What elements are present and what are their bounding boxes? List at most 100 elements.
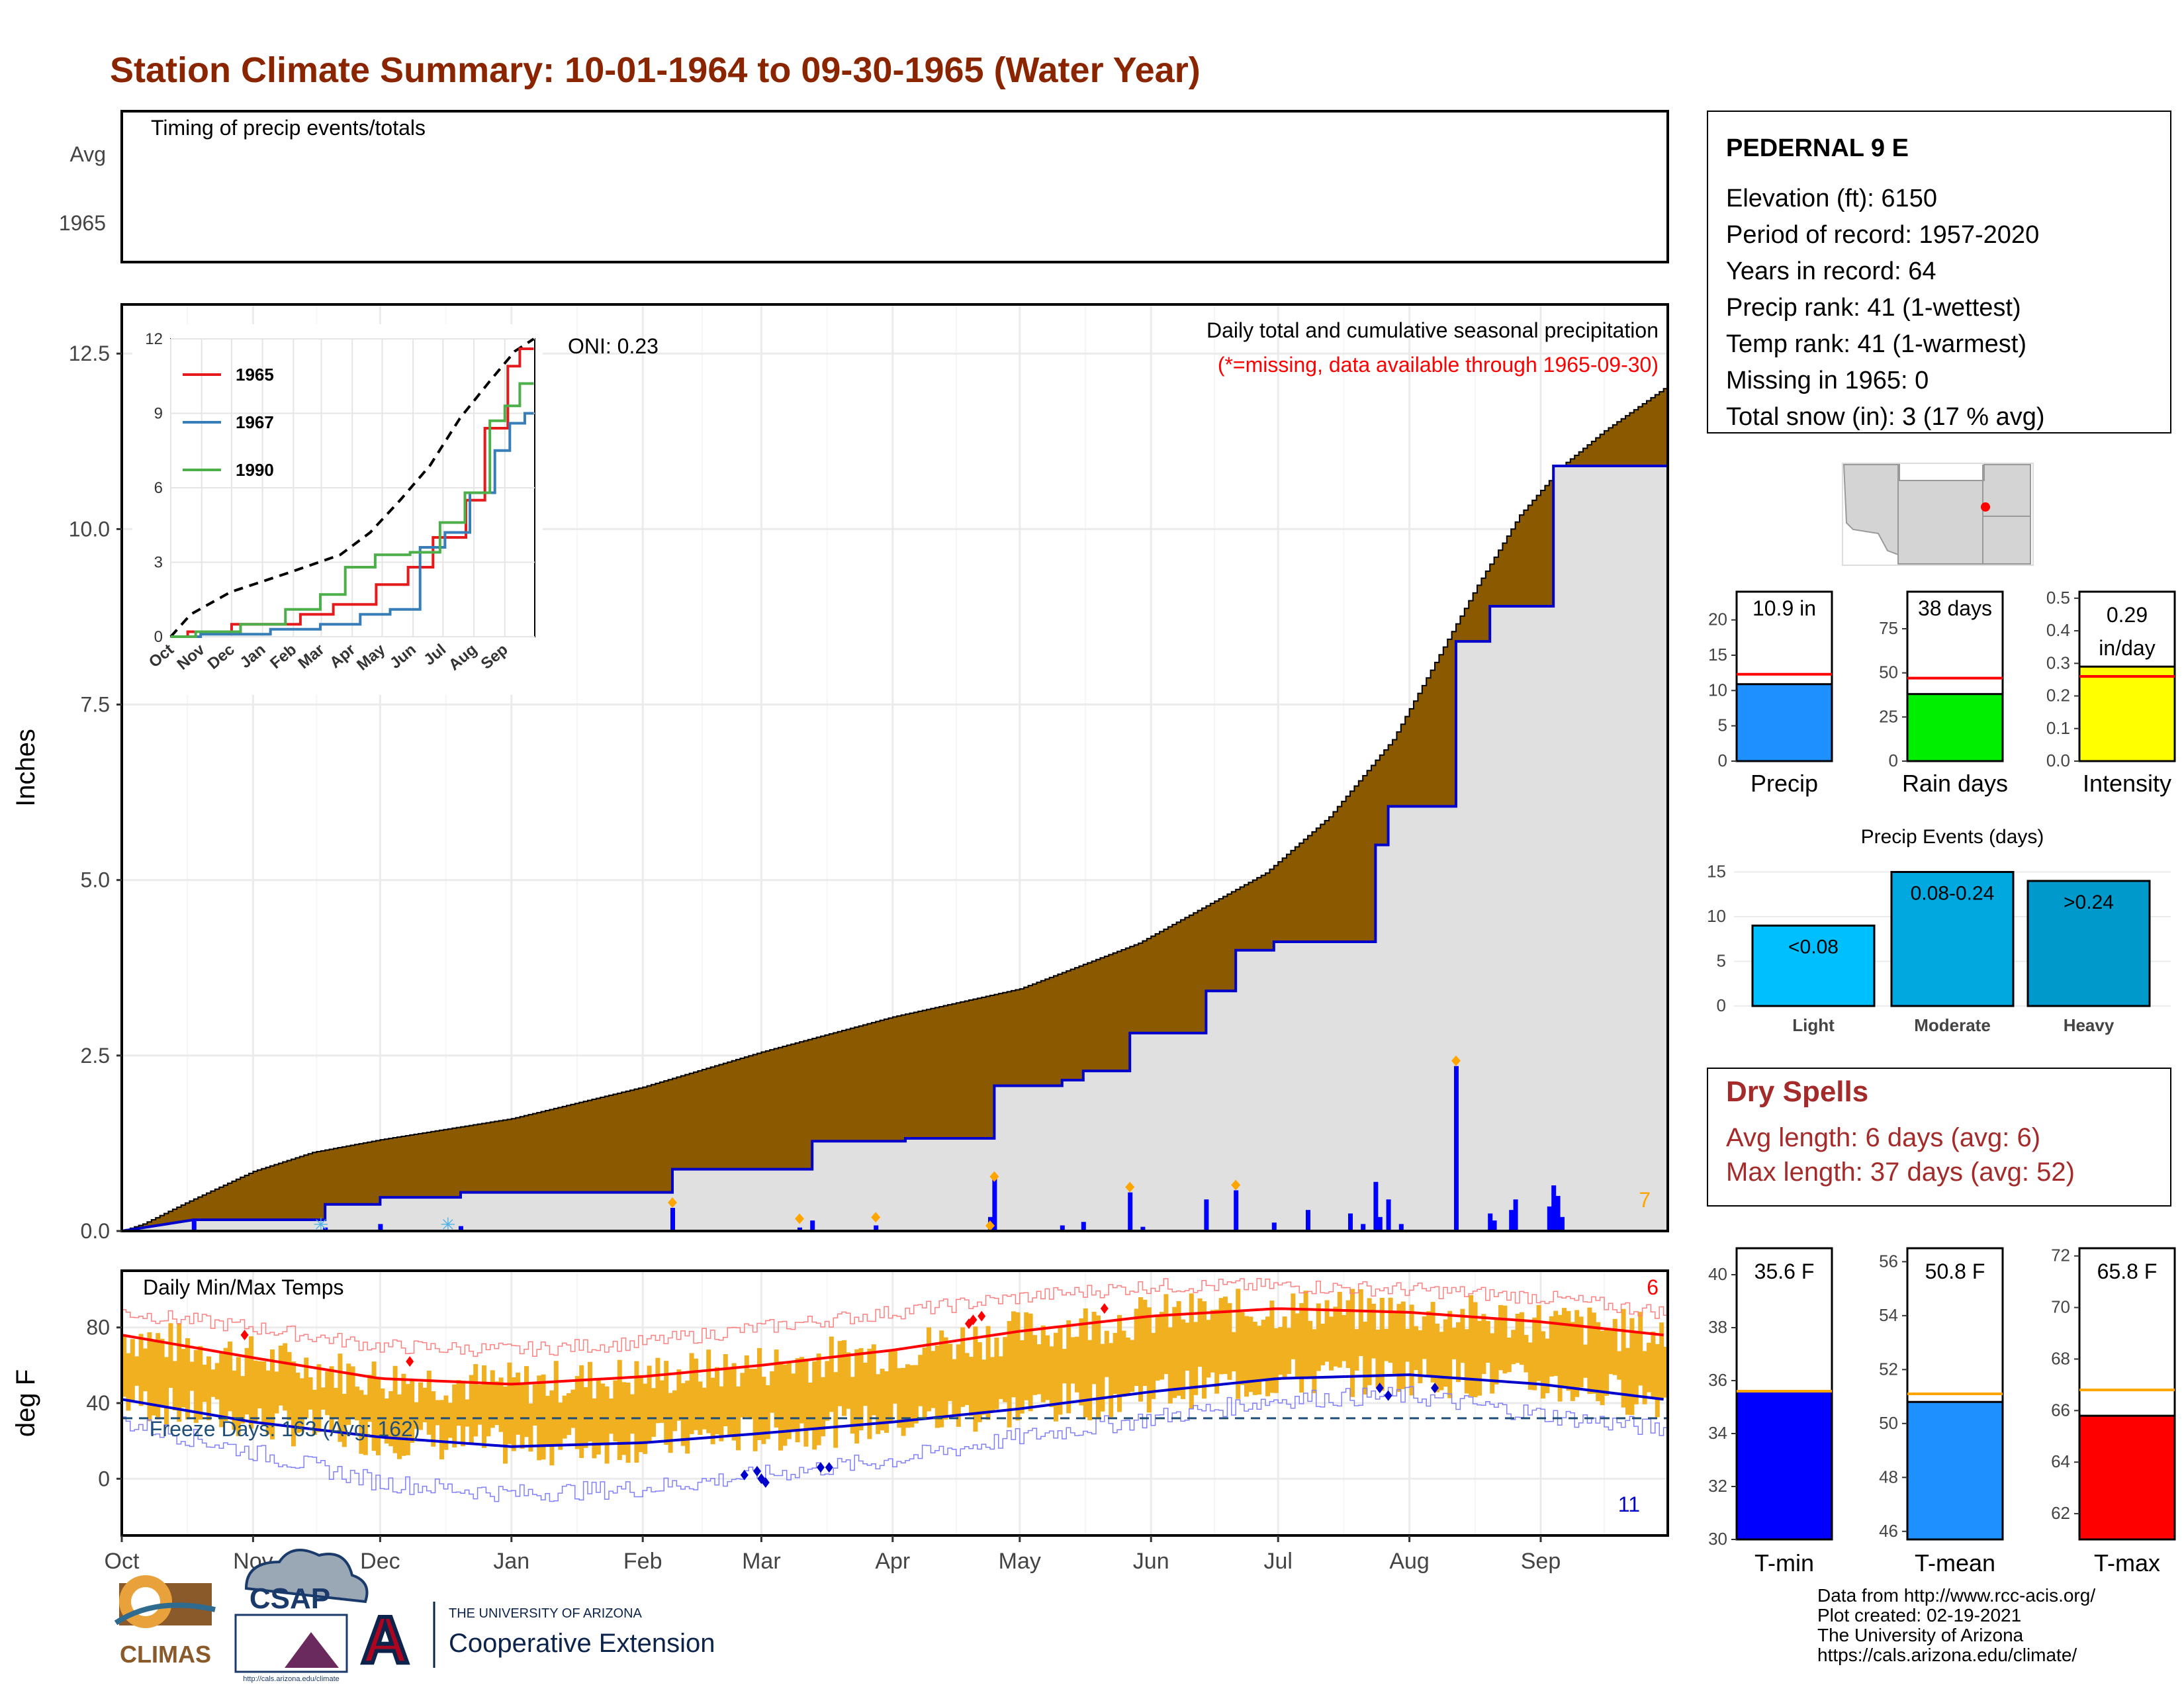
- record-low-marker: [825, 1462, 833, 1473]
- daily-temp-bar: [1269, 1301, 1275, 1393]
- daily-temp-bar: [1240, 1312, 1245, 1385]
- daily-temp-bar: [414, 1402, 419, 1430]
- daily-temp-bar: [842, 1340, 846, 1416]
- station-info-line: Precip rank: 41 (1-wettest): [1726, 294, 2021, 322]
- precip-events-chart: Precip Events (days) 0 5 10 15 <0.08 Light 0.0…: [1707, 826, 2171, 1035]
- daily-temp-bar: [931, 1351, 936, 1408]
- y-tick-label: 2.5: [81, 1044, 110, 1068]
- daily-temp-bar: [1612, 1318, 1617, 1375]
- daily-temp-bar: [367, 1375, 373, 1422]
- daily-temp-bar: [1083, 1308, 1088, 1418]
- summary-gauge-label: Precip: [1751, 770, 1818, 797]
- record-min-line: [122, 1386, 1668, 1502]
- y-tick-label: 0.2: [2046, 686, 2070, 706]
- daily-temp-bar: [287, 1351, 292, 1420]
- temp-gauge-bar: [1735, 1390, 1833, 1541]
- daily-temp-bar: [1227, 1303, 1232, 1380]
- daily-temp-bar: [371, 1361, 377, 1451]
- daily-temp-bar: [1418, 1330, 1423, 1383]
- daily-temp-bar: [159, 1338, 165, 1407]
- daily-temp-bar: [1134, 1308, 1139, 1387]
- daily-temp-bar: [1392, 1313, 1397, 1374]
- daily-temp-bar: [346, 1363, 351, 1425]
- y-tick-label: 40: [86, 1391, 110, 1415]
- x-tick-label: Sep: [1521, 1549, 1561, 1574]
- daily-temp-bar: [1024, 1312, 1029, 1400]
- dry-spells-avg: Avg length: 6 days (avg: 6): [1726, 1123, 2040, 1152]
- record-low-marker: [740, 1469, 749, 1481]
- temp-gauge-bar: [2078, 1414, 2176, 1541]
- y-tick-label: 5.0: [81, 868, 110, 892]
- daily-temp-bar: [206, 1356, 211, 1420]
- daily-temp-bar: [782, 1364, 788, 1446]
- daily-temp-bar: [214, 1363, 220, 1400]
- daily-temp-bar: [1011, 1311, 1016, 1398]
- daily-temp-bar: [511, 1377, 516, 1451]
- y-tick-label: 68: [2051, 1348, 2070, 1368]
- daily-precip-bar: [1361, 1224, 1366, 1231]
- daily-temp-bar: [1045, 1335, 1050, 1400]
- daily-temp-bar: [617, 1359, 622, 1460]
- daily-temp-bar: [1142, 1299, 1148, 1387]
- daily-temp-bar: [1146, 1307, 1152, 1413]
- daily-temp-bar: [858, 1348, 864, 1431]
- daily-temp-bar: [312, 1389, 317, 1436]
- daily-temp-bar: [846, 1352, 851, 1409]
- daily-temp-bar: [905, 1364, 910, 1428]
- daily-temp-bar: [1329, 1316, 1334, 1371]
- daily-temp-bar: [1058, 1326, 1063, 1415]
- daily-temp-bar: [143, 1348, 148, 1392]
- temps-count-low: 11: [1618, 1492, 1640, 1516]
- summary-gauge-bar: [2078, 665, 2176, 762]
- daily-temp-bar: [524, 1366, 529, 1438]
- y-tick-label: 25: [1879, 706, 1898, 726]
- station-name: PEDERNAL 9 E: [1726, 134, 1909, 162]
- daily-temp-bar: [1663, 1346, 1668, 1398]
- summary-gauge-label: Intensity: [2083, 770, 2171, 797]
- y-tick-label: 20: [1708, 610, 1727, 629]
- daily-temp-bar: [1100, 1344, 1105, 1412]
- daily-temp-bar: [1070, 1337, 1075, 1384]
- daily-temp-bar: [1464, 1329, 1469, 1394]
- daily-temp-bar: [731, 1363, 737, 1441]
- locator-map: [1842, 463, 2034, 566]
- daily-temp-bar: [477, 1385, 482, 1425]
- y-tick-label: 40: [1708, 1264, 1727, 1284]
- daily-precip-bar: [378, 1224, 383, 1231]
- x-tick-label: Jun: [1133, 1549, 1169, 1574]
- daily-temp-bar: [405, 1384, 410, 1455]
- y-tick-label: 80: [86, 1316, 110, 1340]
- daily-temp-bar: [316, 1364, 322, 1432]
- daily-temp-bar: [274, 1371, 279, 1414]
- csap-cloud-icon: [244, 1549, 369, 1604]
- daily-temp-bar: [786, 1363, 792, 1440]
- record-low-marker: [1375, 1383, 1384, 1394]
- daily-temp-bar: [567, 1393, 571, 1436]
- daily-temp-bar: [973, 1326, 978, 1432]
- daily-temp-bar: [482, 1365, 486, 1448]
- daily-temp-bar: [588, 1361, 592, 1442]
- daily-temp-bar: [934, 1345, 940, 1428]
- record-high-marker: [240, 1330, 249, 1341]
- daily-temp-bar: [334, 1388, 338, 1420]
- daily-temp-bar: [1210, 1310, 1215, 1373]
- daily-temp-bar: [698, 1381, 703, 1435]
- daily-temp-bar: [1621, 1308, 1626, 1408]
- daily-temp-bar: [516, 1372, 521, 1435]
- y-tick-label: 38: [1708, 1317, 1727, 1337]
- daily-temp-bar: [397, 1394, 402, 1459]
- daily-temp-bar: [1536, 1304, 1541, 1381]
- y-tick-label: 0.0: [2046, 751, 2070, 770]
- year-cumulative-area: [122, 465, 1668, 1231]
- daily-temp-bar: [1414, 1326, 1418, 1371]
- daily-temp-bar: [1638, 1312, 1643, 1386]
- daily-temp-bar: [888, 1350, 893, 1422]
- daily-temp-bar: [1460, 1308, 1465, 1363]
- climas-logo: CLIMAS: [114, 1575, 216, 1668]
- daily-temp-bar: [884, 1371, 889, 1433]
- daily-temp-bar: [1384, 1328, 1389, 1361]
- daily-temp-bar: [1303, 1291, 1308, 1377]
- summary-gauge-label: Rain days: [1902, 770, 2008, 797]
- daily-temp-bar: [927, 1327, 931, 1412]
